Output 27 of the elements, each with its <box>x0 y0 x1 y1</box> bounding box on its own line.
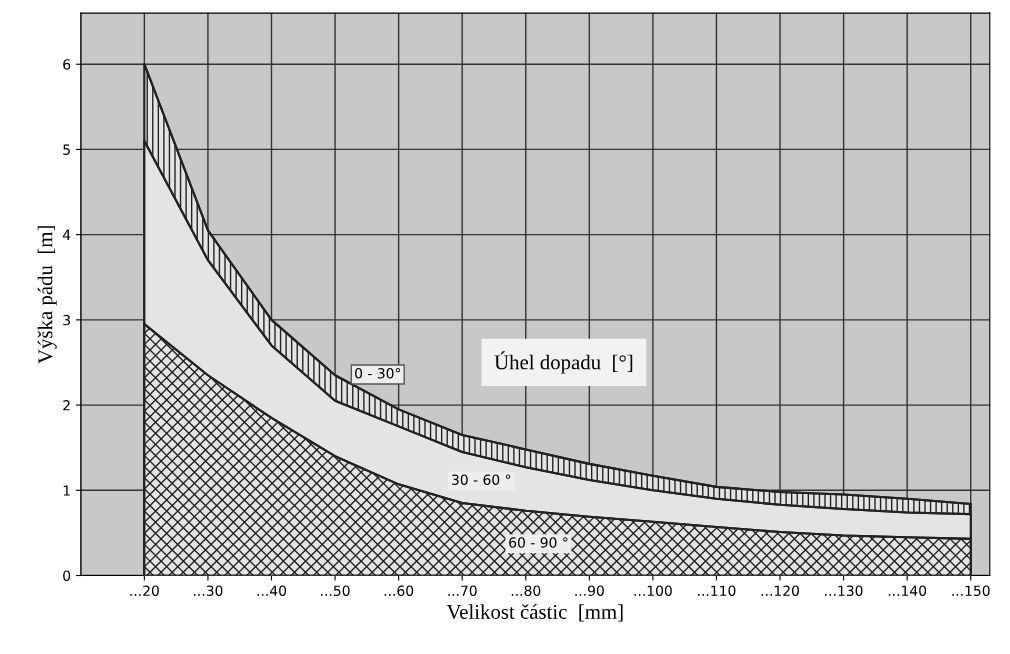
x-tick-label: ...50 <box>321 585 350 596</box>
x-tick-label: ...140 <box>888 585 927 596</box>
y-tick-label: 1 <box>63 485 70 496</box>
x-tick-label: ...100 <box>634 585 672 596</box>
x-tick-label: ...130 <box>825 585 863 596</box>
x-tick-label: ...40 <box>257 585 287 596</box>
y-axis-title: Výška pádu [m] <box>37 226 57 364</box>
y-tick-label: 6 <box>63 59 71 70</box>
series-label: 60 - 90 ° <box>509 537 568 548</box>
x-tick-label: ...60 <box>384 585 414 596</box>
y-tick-label: 5 <box>63 144 70 155</box>
x-tick-label: ...80 <box>511 585 541 596</box>
series-label: 0 - 30° <box>355 368 401 379</box>
x-tick-label: ...20 <box>130 585 159 596</box>
y-tick-label: 2 <box>63 400 70 411</box>
y-tick-label: 4 <box>62 229 71 240</box>
legend-title: Úhel dopadu [°] <box>494 351 633 374</box>
x-tick-label: ...70 <box>448 585 477 596</box>
x-tick-label: ...110 <box>698 585 736 596</box>
y-tick-label: 0 <box>63 570 71 581</box>
y-tick-label: 3 <box>63 314 70 326</box>
series-label: 30 - 60 ° <box>452 474 511 485</box>
x-tick-label: ...30 <box>193 585 223 596</box>
x-tick-label: ...150 <box>952 585 990 596</box>
x-tick-label: ...120 <box>761 585 799 596</box>
x-tick-label: ...90 <box>575 585 604 596</box>
x-axis-title: Velikost částic [mm] <box>446 604 623 622</box>
